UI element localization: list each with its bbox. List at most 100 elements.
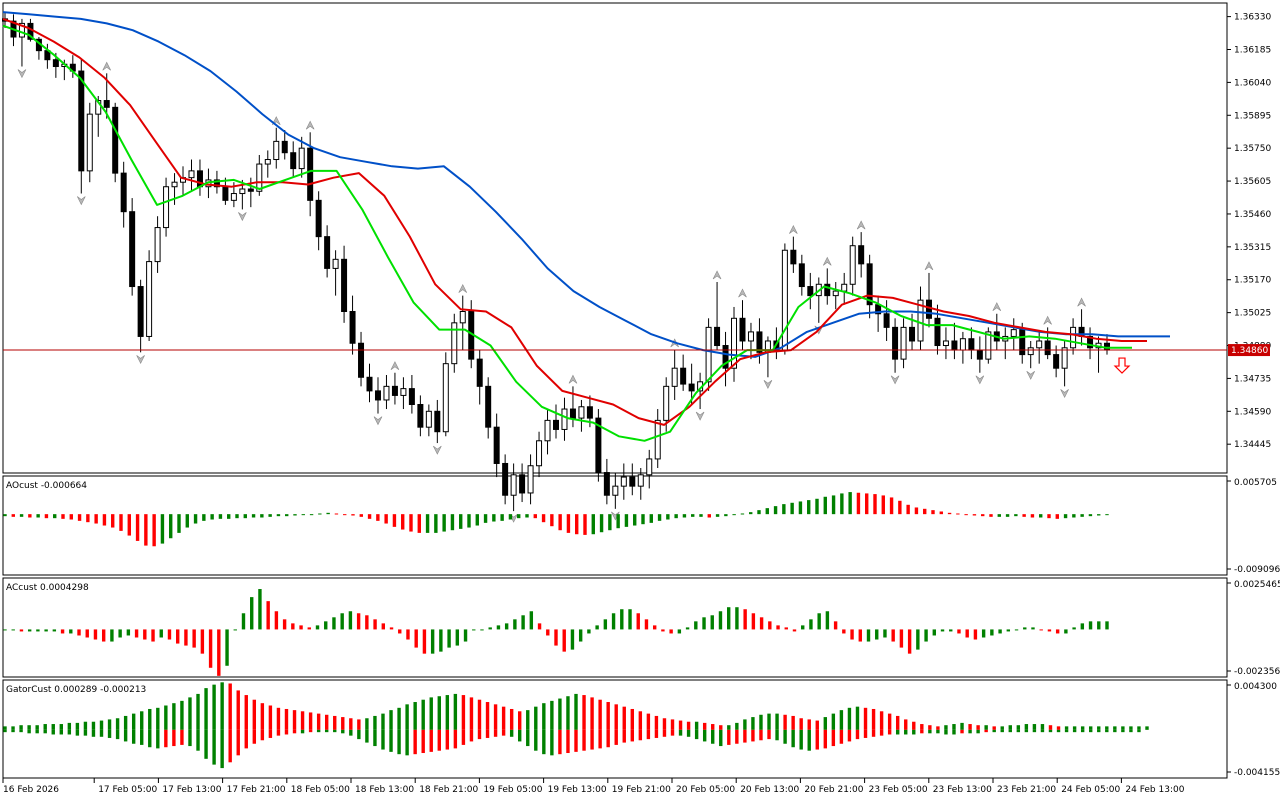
gator-lower-bar	[815, 729, 819, 750]
indicator-bar	[309, 514, 314, 516]
indicator-bar	[266, 601, 270, 630]
fractal-down-icon	[433, 445, 442, 455]
gator-upper-bar	[164, 705, 168, 730]
main-pane	[2, 2, 1228, 474]
indicator-bar	[492, 514, 496, 522]
gator-lower-bar	[445, 729, 450, 750]
fractal-up-icon	[458, 283, 468, 293]
candle-bear	[493, 426, 500, 464]
indicator-bar	[94, 514, 98, 524]
fractal-down-icon	[373, 416, 383, 426]
indicator-bar	[373, 619, 377, 630]
gator-upper-bar	[3, 726, 7, 730]
y-tick-label: 1.34735	[1234, 374, 1271, 384]
candle-bear	[434, 410, 441, 433]
x-tick-label: 19 Feb 05:00	[483, 785, 542, 795]
candles-group	[2, 12, 1110, 512]
gator-upper-bar	[807, 719, 811, 730]
indicator-bar	[702, 617, 706, 630]
gator-lower-bar	[735, 729, 739, 744]
indicator-bar	[517, 514, 521, 519]
indicator-bar	[633, 514, 637, 526]
candle-bull	[959, 338, 966, 351]
gator-upper-bar	[341, 717, 345, 730]
indicator-bar	[1014, 629, 1019, 631]
y-tick-label: 1.35025	[1234, 309, 1271, 319]
gator-lower-bar	[1032, 729, 1037, 733]
current-price-box	[1228, 344, 1270, 357]
indicator-bar	[241, 613, 246, 630]
candle-bull	[663, 385, 670, 421]
gator-upper-bar	[992, 726, 996, 730]
fractal-up-icon	[789, 224, 798, 234]
candle-bear	[968, 338, 975, 351]
indicator-bar	[1080, 623, 1085, 630]
indicator-bar	[475, 514, 479, 526]
indicator-bar	[409, 514, 413, 532]
gator-upper-bar	[920, 724, 924, 730]
indicator-bar	[562, 629, 566, 652]
x-tick-label: 16 Feb 2026	[3, 785, 59, 795]
y-tick-label: 1.35605	[1234, 177, 1271, 187]
gator-upper-bar	[1064, 726, 1069, 730]
gator-upper-bar	[823, 717, 828, 730]
indicator-bar	[964, 514, 968, 516]
candle-bear	[281, 140, 288, 154]
indicator-bar	[293, 514, 297, 516]
fractal-up-icon	[305, 120, 315, 130]
indicator-bar	[907, 629, 912, 654]
gator-lower-bar	[236, 729, 240, 756]
gator-upper-bar	[863, 707, 868, 730]
fractal-down-icon	[136, 355, 145, 364]
indicator-bar	[343, 514, 347, 516]
candle-bull	[544, 419, 551, 442]
gator-upper-bar	[1113, 726, 1117, 730]
candle-bull	[459, 310, 466, 324]
candle-bull	[527, 465, 534, 494]
indicator-bar	[998, 629, 1002, 634]
candle-bear	[519, 474, 526, 494]
indicator-bar	[840, 493, 844, 515]
indicator-bars-2	[3, 589, 1109, 676]
indicator-bar	[160, 514, 165, 544]
indicator-bar	[932, 629, 936, 636]
indicator-bar	[1030, 514, 1035, 518]
gator-upper-bar	[783, 714, 787, 730]
gator-upper-bar	[220, 682, 224, 730]
gator-lower-bar	[1097, 729, 1101, 733]
indicator-bar	[1072, 627, 1076, 630]
indicator-label: GatorCust 0.000289 -0.000213	[6, 685, 146, 695]
fractal-up-icon	[102, 61, 111, 71]
indicator-bar	[250, 597, 254, 630]
sell-arrow-icon	[1113, 357, 1131, 374]
gator-lower-bar	[501, 729, 506, 736]
gator-lower-bar	[11, 729, 15, 733]
indicator-bar	[1088, 514, 1093, 517]
gator-lower-bar	[99, 729, 104, 737]
indicator-bar	[218, 514, 223, 519]
indicator-bar	[1022, 514, 1026, 517]
indicator-bar	[233, 629, 237, 631]
gator-lower-bar	[477, 729, 482, 740]
gator-upper-bar	[51, 724, 55, 730]
candle-bear	[858, 245, 865, 265]
indicator-bar	[69, 629, 73, 634]
fractal-up-icon	[712, 270, 722, 280]
gator-lower-bar	[711, 729, 715, 744]
gator-lower-bar	[879, 729, 884, 736]
candle-bull	[1061, 347, 1068, 369]
gator-lower-bar	[670, 729, 675, 736]
candle-bear	[909, 326, 916, 342]
gator-lower-bar	[123, 729, 128, 742]
gator-lower-bar	[654, 729, 659, 738]
indicator-bar	[765, 508, 769, 515]
indicator-bar	[715, 514, 720, 517]
gator-upper-bar	[469, 697, 474, 730]
indicator-bar	[301, 514, 305, 516]
indicator-bar	[472, 629, 476, 631]
gator-upper-bar	[815, 720, 819, 730]
candle-bull	[163, 186, 170, 229]
fractal-down-icon	[763, 380, 773, 389]
gator-lower-bar	[148, 729, 152, 748]
gator-upper-bar	[879, 711, 884, 730]
